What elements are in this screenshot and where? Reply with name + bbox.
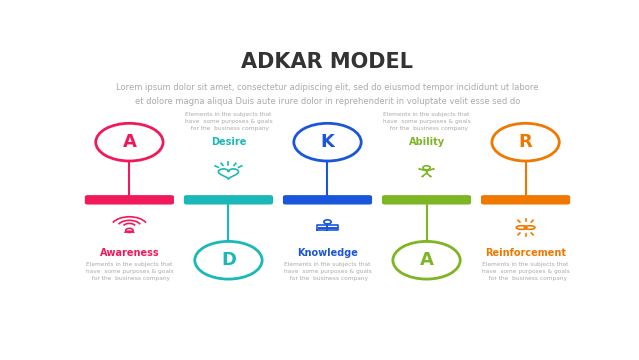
Text: Desire: Desire	[211, 136, 246, 147]
Text: K: K	[321, 133, 334, 151]
Text: Elements in the subjects that
have  some purposes & goals
  for the  business co: Elements in the subjects that have some …	[383, 112, 470, 131]
FancyBboxPatch shape	[85, 195, 174, 204]
Text: Elements in the subjects that
have  some purposes & goals
  for the  business co: Elements in the subjects that have some …	[482, 262, 569, 281]
Circle shape	[421, 176, 424, 177]
Text: Awareness: Awareness	[100, 248, 159, 258]
Text: R: R	[519, 133, 532, 151]
Text: Elements in the subjects that
have  some purposes & goals
  for the  business co: Elements in the subjects that have some …	[284, 262, 371, 281]
Circle shape	[432, 168, 435, 170]
FancyBboxPatch shape	[481, 195, 570, 204]
Text: Knowledge: Knowledge	[297, 248, 358, 258]
FancyBboxPatch shape	[283, 195, 372, 204]
FancyBboxPatch shape	[382, 195, 471, 204]
FancyBboxPatch shape	[184, 195, 273, 204]
Text: Elements in the subjects that
have  some purposes & goals
  for the  business co: Elements in the subjects that have some …	[185, 112, 272, 131]
Text: A: A	[420, 251, 433, 269]
Text: D: D	[221, 251, 236, 269]
Text: Reinforcement: Reinforcement	[485, 248, 566, 258]
Text: ADKAR MODEL: ADKAR MODEL	[242, 51, 413, 72]
Text: Ability: Ability	[408, 136, 445, 147]
Text: Elements in the subjects that
have  some purposes & goals
  for the  business co: Elements in the subjects that have some …	[86, 262, 173, 281]
Circle shape	[429, 176, 432, 177]
Circle shape	[419, 168, 421, 170]
Text: A: A	[123, 133, 136, 151]
Text: Lorem ipsum dolor sit amet, consectetur adipiscing elit, sed do eiusmod tempor i: Lorem ipsum dolor sit amet, consectetur …	[116, 84, 539, 106]
